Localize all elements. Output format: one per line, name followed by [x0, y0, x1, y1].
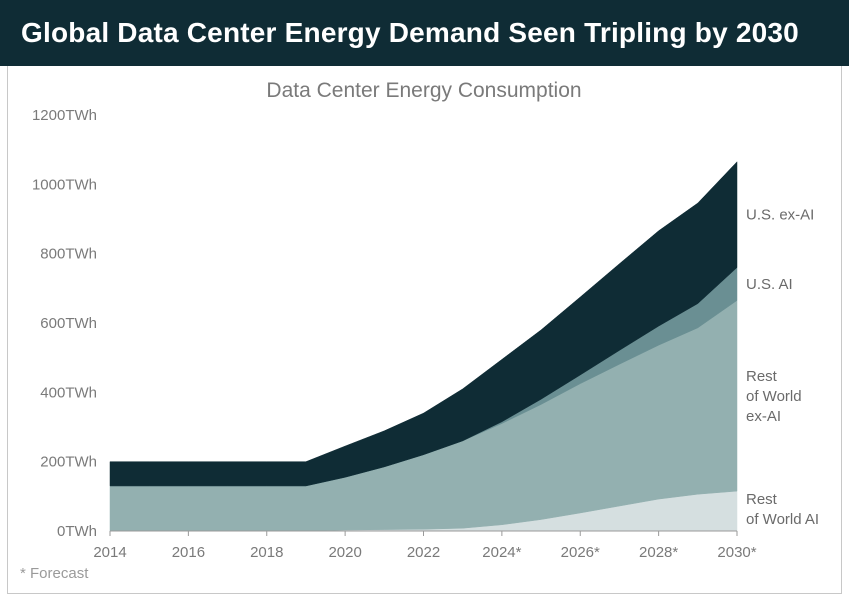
y-axis: 0TWh 200TWh 400TWh 600TWh 800TWh 1000TWh 1200T… [32, 107, 97, 540]
forecast-footnote: * Forecast [20, 565, 89, 582]
x-tick-label: 2022 [407, 544, 440, 561]
x-tick-label: 2028* [639, 544, 678, 561]
series-label-rest-of-world-ai: Rest of World AI [746, 491, 819, 528]
series-labels: Rest of World AI Rest of World ex-AI U.S. AI U… [746, 207, 819, 528]
x-tick-label: 2016 [172, 544, 205, 561]
x-tick-label: 2020 [328, 544, 361, 561]
y-tick-label: 1200TWh [32, 107, 97, 124]
y-tick-label: 800TWh [40, 246, 97, 263]
y-tick-label: 0TWh [57, 523, 97, 540]
series-label-u-s-ex-ai: U.S. ex-AI [746, 207, 814, 224]
chart-title: Data Center Energy Consumption [266, 79, 581, 102]
y-tick-label: 400TWh [40, 384, 97, 401]
area-u-s-ex-ai [109, 161, 738, 487]
x-tick-label: 2018 [250, 544, 283, 561]
x-tick-label: 2024* [482, 544, 521, 561]
x-tick-label: 2026* [561, 544, 600, 561]
x-tick-label: 2014 [93, 544, 126, 561]
y-tick-label: 200TWh [40, 454, 97, 471]
series-label-u-s-ai: U.S. AI [746, 276, 793, 293]
page-title: Global Data Center Energy Demand Seen Tr… [21, 17, 799, 48]
y-tick-label: 600TWh [40, 315, 97, 332]
y-tick-label: 1000TWh [32, 176, 97, 193]
area-layers [109, 161, 738, 532]
series-label-rest-of-world-ex-ai: Rest of World ex-AI [746, 368, 802, 425]
chart-frame [7, 66, 842, 594]
header-bar: Global Data Center Energy Demand Seen Tr… [0, 0, 849, 66]
x-axis: 2014 2016 2018 2020 2022 2024* 2026* 2028* 2030* [93, 530, 757, 561]
x-tick-label: 2030* [717, 544, 756, 561]
